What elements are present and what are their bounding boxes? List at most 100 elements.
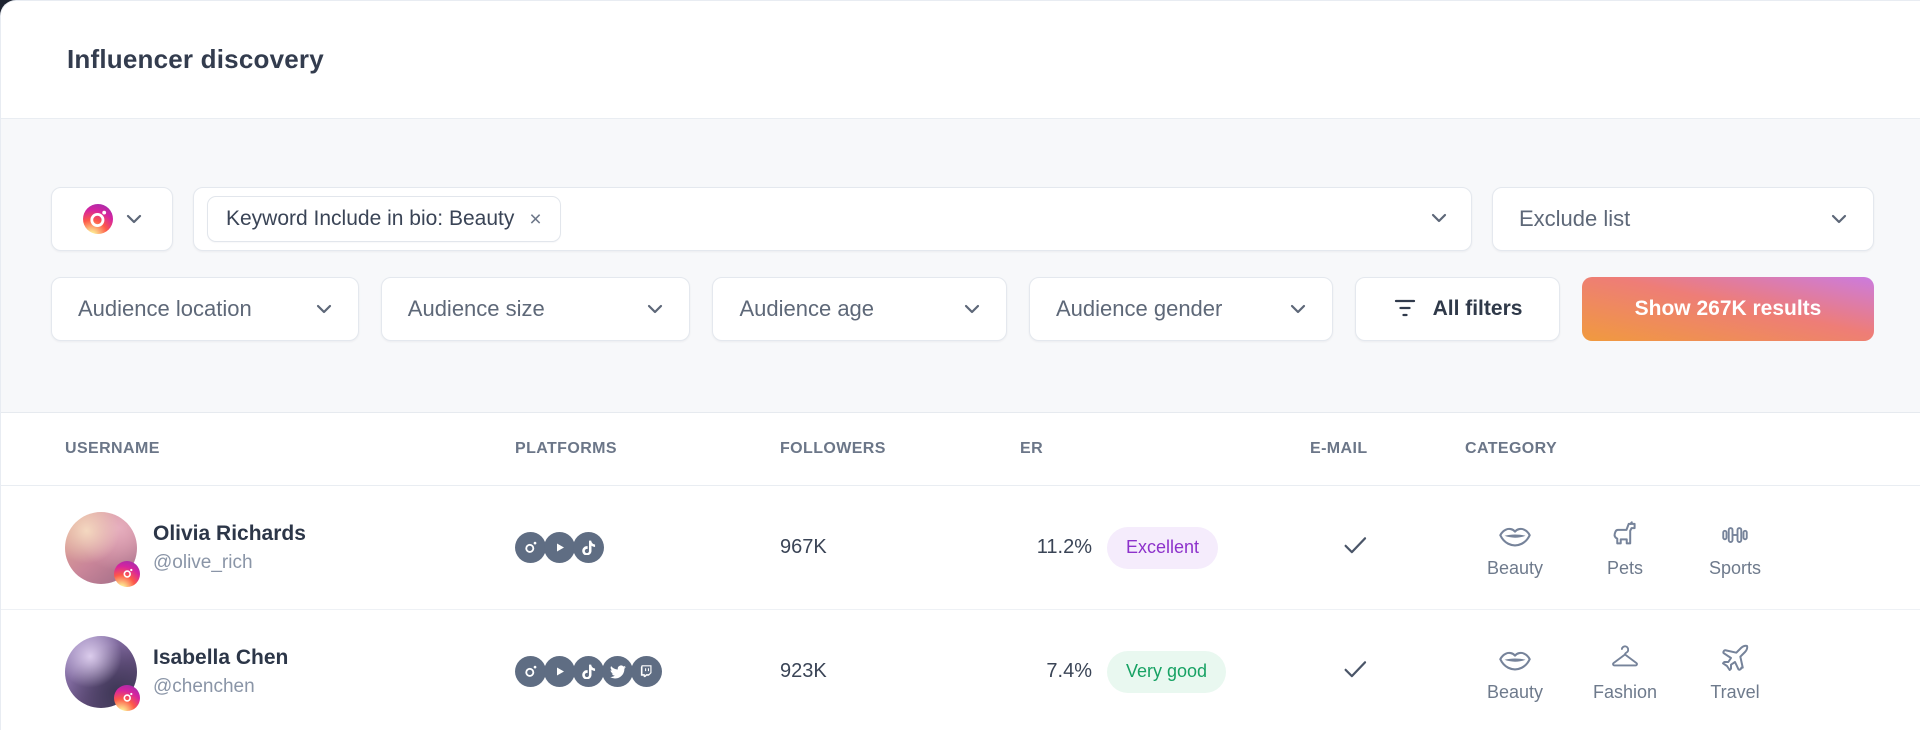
category-cell: Beauty Fashion Travel: [1465, 640, 1920, 703]
lips-icon: [1497, 640, 1533, 674]
dropdown-label: Audience size: [407, 296, 545, 321]
dumbbell-icon: [1718, 516, 1752, 550]
filter-icon: [1393, 298, 1417, 321]
results-table: USERNAME PLATFORMS FOLLOWERS ER E-MAIL CATEGO…: [1, 413, 1920, 730]
influencer-identity: Olivia Richards @olive_rich: [153, 522, 306, 574]
category-label: Pets: [1606, 558, 1644, 578]
youtube-icon[interactable]: [544, 656, 575, 687]
keyword-chip-label: Keyword Include in bio: Beauty: [226, 207, 515, 230]
column-header-category: CATEGORY: [1465, 440, 1558, 457]
category-item: Fashion: [1575, 640, 1675, 703]
table-row[interactable]: Olivia Richards @olive_rich 967K 11.2% Excel…: [1, 486, 1920, 610]
hanger-icon: [1608, 640, 1642, 674]
column-header-platforms: PLATFORMS: [515, 440, 617, 457]
page-header: Influencer discovery: [1, 1, 1920, 119]
page-title: Influencer discovery: [67, 44, 324, 74]
exclude-list-label: Exclude list: [1519, 206, 1631, 231]
all-filters-button[interactable]: All filters: [1355, 277, 1560, 341]
plane-icon: [1719, 640, 1751, 674]
influencer-name: Olivia Richards: [153, 521, 306, 545]
instagram-logo-icon: [82, 204, 113, 234]
chip-remove-icon[interactable]: ×: [529, 207, 542, 231]
er-cell: 11.2% Excellent: [1020, 526, 1310, 569]
audience-dropdown-audience-location[interactable]: Audience location: [51, 277, 359, 341]
followers-cell: 923K: [780, 660, 1020, 683]
avatar: [65, 635, 140, 711]
category-item: Beauty: [1465, 516, 1565, 579]
show-results-button[interactable]: Show 267K results: [1582, 277, 1874, 341]
column-header-username: USERNAME: [65, 440, 160, 457]
filter-row-primary: Keyword Include in bio: Beauty × Exclude…: [51, 187, 1874, 251]
category-label: Travel: [1710, 682, 1760, 702]
username-cell: Isabella Chen @chenchen: [65, 635, 515, 711]
lips-icon: [1497, 516, 1533, 550]
influencer-handle: @chenchen: [153, 675, 255, 697]
column-header-followers: FOLLOWERS: [780, 440, 886, 457]
table-row[interactable]: Isabella Chen @chenchen 923K 7.4% Very good B…: [1, 610, 1920, 730]
check-icon: [1340, 537, 1370, 564]
tiktok-icon[interactable]: [573, 532, 604, 563]
chevron-down-icon: [964, 302, 980, 317]
exclude-list-select[interactable]: Exclude list: [1492, 187, 1874, 251]
keyword-chip[interactable]: Keyword Include in bio: Beauty ×: [207, 196, 561, 242]
instagram-icon[interactable]: [515, 656, 546, 687]
keyword-filter-input[interactable]: Keyword Include in bio: Beauty ×: [193, 187, 1472, 251]
followers-value: 967K: [780, 536, 827, 558]
influencer-handle: @olive_rich: [153, 551, 253, 573]
all-filters-label: All filters: [1432, 297, 1523, 320]
audience-dropdown-audience-gender[interactable]: Audience gender: [1029, 277, 1333, 341]
dog-icon: [1609, 516, 1641, 550]
filters-section: Keyword Include in bio: Beauty × Exclude…: [1, 119, 1920, 413]
category-item: Travel: [1685, 640, 1785, 703]
column-header-er: ER: [1020, 440, 1044, 457]
table-header: USERNAME PLATFORMS FOLLOWERS ER E-MAIL CATEGO…: [1, 413, 1920, 486]
audience-dropdown-audience-size[interactable]: Audience size: [380, 277, 691, 341]
column-header-email: E-MAIL: [1310, 440, 1368, 457]
followers-cell: 967K: [780, 536, 1020, 559]
er-badge: Excellent: [1107, 526, 1219, 569]
avatar: [65, 511, 140, 587]
chevron-down-icon: [1831, 212, 1847, 227]
audience-dropdown-audience-age[interactable]: Audience age: [712, 277, 1007, 341]
chevron-down-icon: [647, 302, 663, 317]
username-cell: Olivia Richards @olive_rich: [65, 511, 515, 587]
chevron-down-icon: [316, 302, 332, 317]
dropdown-label: Audience age: [739, 296, 875, 321]
table-body: Olivia Richards @olive_rich 967K 11.2% Excel…: [1, 486, 1920, 730]
youtube-icon[interactable]: [544, 532, 575, 563]
platform-filter-select[interactable]: [51, 187, 173, 251]
er-badge: Very good: [1107, 650, 1227, 693]
er-value: 11.2%: [1036, 536, 1092, 558]
category-label: Beauty: [1486, 682, 1544, 702]
email-cell: [1310, 654, 1465, 689]
platforms-cell: [515, 656, 780, 687]
filter-row-audience: Audience location Audience size Audience a…: [51, 277, 1874, 341]
platforms-cell: [515, 532, 780, 563]
dropdown-label: Audience location: [78, 296, 252, 321]
email-cell: [1310, 530, 1465, 565]
chevron-down-icon: [1290, 302, 1306, 317]
category-item: Pets: [1575, 516, 1675, 579]
chevron-down-icon: [1431, 210, 1447, 228]
er-value: 7.4%: [1046, 660, 1092, 682]
instagram-icon: [114, 560, 140, 587]
check-icon: [1340, 661, 1370, 688]
tiktok-icon[interactable]: [573, 656, 604, 687]
twitch-icon[interactable]: [631, 656, 662, 687]
category-cell: Beauty Pets Sports: [1465, 516, 1920, 579]
category-label: Fashion: [1592, 682, 1658, 702]
influencer-identity: Isabella Chen @chenchen: [153, 646, 288, 698]
instagram-icon: [114, 684, 140, 711]
category-item: Beauty: [1465, 640, 1565, 703]
category-label: Beauty: [1486, 558, 1544, 578]
twitter-icon[interactable]: [602, 656, 633, 687]
followers-value: 923K: [780, 660, 827, 682]
er-cell: 7.4% Very good: [1020, 650, 1310, 693]
dropdown-label: Audience gender: [1056, 296, 1223, 321]
category-label: Sports: [1708, 558, 1762, 578]
influencer-name: Isabella Chen: [153, 645, 289, 669]
chevron-down-icon: [126, 212, 142, 227]
category-item: Sports: [1685, 516, 1785, 579]
instagram-icon[interactable]: [515, 532, 546, 563]
